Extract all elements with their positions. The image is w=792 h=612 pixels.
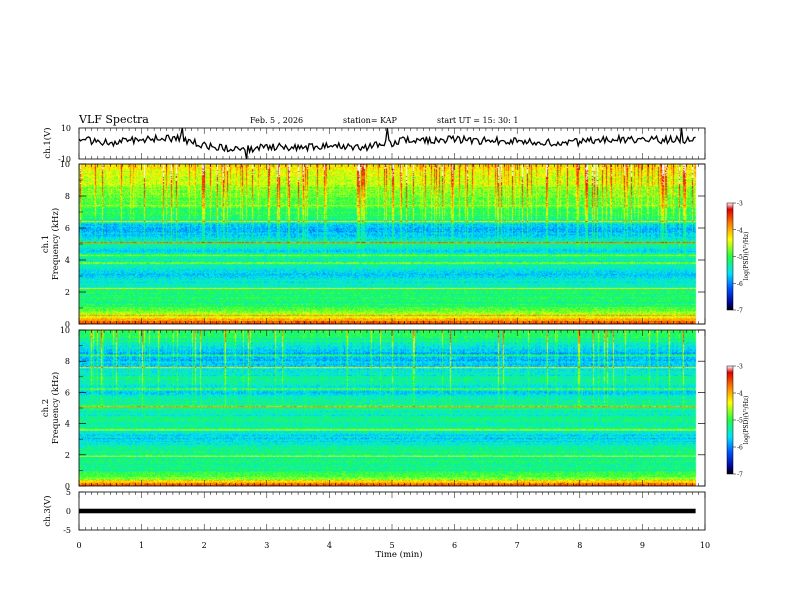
- ch1-spectrogram-image: [79, 164, 705, 324]
- frequency-tick-label: 4: [65, 420, 70, 429]
- frequency-tick-label: 8: [65, 192, 70, 201]
- ch3-ytick-label: 0: [66, 507, 71, 516]
- ch1-frequency-ticks: 0 2 4 6 8 10: [60, 160, 705, 329]
- ch1-ytick-label-top: 10: [61, 124, 71, 133]
- frequency-tick-label: 10: [60, 160, 70, 169]
- time-tick-label: 3: [264, 541, 269, 550]
- colorbar-tick-label: -3: [737, 201, 743, 208]
- ch1-ytick-label-bottom: -10: [58, 155, 71, 164]
- colorbar-tick-label: -6: [737, 281, 743, 288]
- time-tick-label: 8: [577, 541, 582, 550]
- ch1-colorbar-label: log(PSD)(V²/Hz): [743, 232, 750, 281]
- colorbar-tick-label: -7: [737, 308, 743, 315]
- ch2-spectrogram-channel-label: ch.2: [41, 399, 51, 417]
- ch1-spectrogram-panel: 0 2 4 6 8 10 ch.1 Frequency (kHz): [41, 160, 706, 329]
- colorbar-tick-label: -4: [737, 227, 743, 234]
- ch2-spectrogram-image: [79, 330, 705, 486]
- frequency-tick-label: 6: [65, 388, 70, 397]
- ch1-waveform-ylabel: ch.1(V): [42, 127, 53, 158]
- colorbar-tick-label: -3: [737, 364, 743, 371]
- ch3-ytick-label: -5: [63, 526, 71, 535]
- frequency-tick-label: 2: [65, 288, 70, 297]
- ch2-colorbar-gradient: [727, 366, 733, 474]
- ch2-frequency-axis-label: Frequency (kHz): [50, 372, 61, 444]
- ch3-ytick-label: 5: [66, 488, 71, 497]
- time-tick-label: 2: [202, 541, 207, 550]
- station-label: station= KAP: [343, 116, 398, 125]
- ch2-colorbar-ticks: -3 -4 -5 -6 -7: [733, 364, 743, 479]
- colorbar-tick-label: -4: [737, 391, 743, 398]
- colorbar-tick-label: -7: [737, 472, 743, 479]
- ch2-colorbar: -3 -4 -5 -6 -7 log(PSD)(V²/Hz): [726, 364, 750, 479]
- ch2-colorbar-label: log(PSD)(V²/Hz): [743, 396, 750, 445]
- frequency-tick-label: 6: [65, 224, 70, 233]
- time-tick-label: 0: [76, 541, 81, 550]
- time-tick-marks: [78, 128, 706, 530]
- frequency-tick-label: 0: [65, 320, 70, 329]
- chart-title: VLF Spectra: [78, 113, 149, 126]
- ch1-waveform-trace: [79, 128, 696, 159]
- ch1-colorbar: -3 -4 -5 -6 -7 log(PSD)(V²/Hz): [726, 201, 750, 315]
- time-tick-label: 1: [139, 541, 144, 550]
- frequency-tick-label: 8: [65, 357, 70, 366]
- ch3-voltage-ticks: 5 0 -5: [63, 488, 84, 535]
- ch1-spectrogram-channel-label: ch.1: [41, 235, 51, 253]
- frequency-tick-label: 0: [65, 482, 70, 491]
- time-tick-label: 9: [640, 541, 645, 550]
- frequency-tick-label: 2: [65, 451, 70, 460]
- time-tick-label: 6: [452, 541, 457, 550]
- colorbar-tick-label: -5: [737, 418, 743, 425]
- ch1-colorbar-gradient: [727, 203, 733, 310]
- time-axis-label: Time (min): [375, 549, 422, 560]
- time-tick-label: 10: [700, 541, 710, 550]
- date-label: Feb. 5 , 2026: [250, 116, 303, 125]
- ch2-frequency-ticks: 0 2 4 6 8 10: [60, 326, 705, 491]
- time-tick-label: 5: [389, 541, 394, 550]
- ch2-spectrogram-panel: 0 2 4 6 8 10 ch.2 Frequency (kHz): [41, 326, 706, 491]
- start-time-label: start UT = 15: 30: 1: [437, 116, 518, 125]
- colorbar-tick-label: -6: [737, 445, 743, 452]
- frequency-tick-label: 10: [60, 326, 70, 335]
- frequency-tick-label: 4: [65, 256, 70, 265]
- ch3-waveform-ylabel: ch.3(V): [42, 495, 53, 526]
- time-tick-label: 7: [515, 541, 520, 550]
- ch1-frequency-axis-label: Frequency (kHz): [50, 208, 61, 280]
- ch1-colorbar-ticks: -3 -4 -5 -6 -7: [733, 201, 743, 315]
- time-tick-labels: 0 1 2 3 4 5 6 7 8 9 10: [76, 541, 710, 550]
- ch3-waveform-trace: [79, 508, 696, 514]
- time-tick-label: 4: [327, 541, 332, 550]
- colorbar-tick-label: -5: [737, 254, 743, 261]
